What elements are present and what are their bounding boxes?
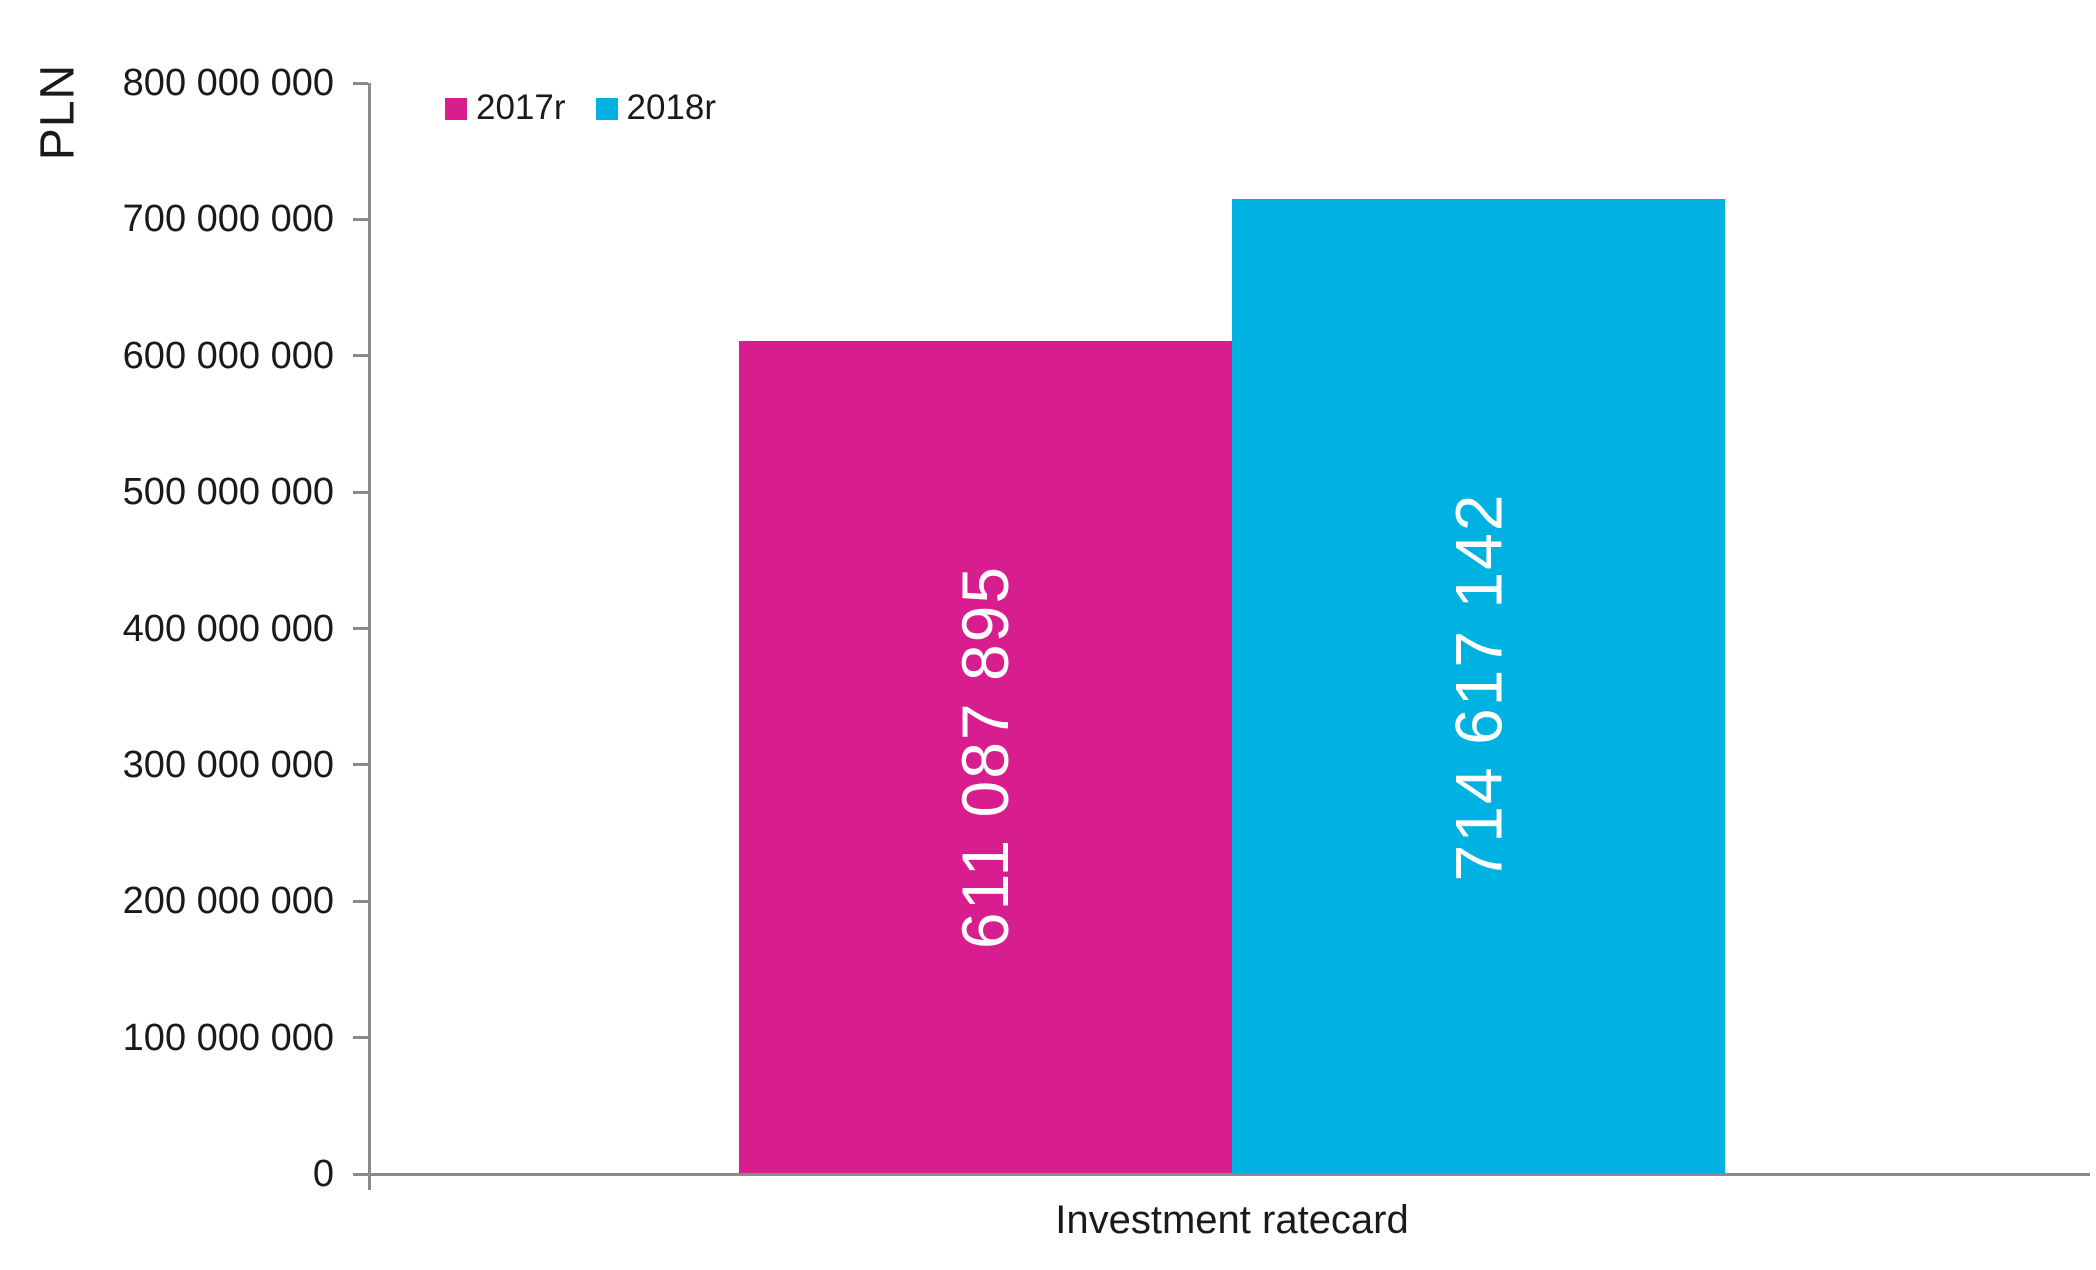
bar-2017r: 611 087 895: [739, 340, 1232, 1174]
y-tick-label: 0: [312, 1153, 334, 1195]
y-tick-label: 200 000 000: [122, 880, 334, 923]
y-tick-label: 300 000 000: [122, 743, 334, 786]
legend-swatch-2017r: [445, 97, 467, 120]
y-tick: [353, 627, 368, 630]
y-tick-label: 600 000 000: [122, 334, 334, 377]
y-axis-line: [368, 83, 371, 1190]
y-tick-label: 500 000 000: [122, 471, 334, 514]
y-tick: [353, 763, 368, 767]
y-tick: [353, 217, 368, 221]
y-tick: [353, 899, 368, 903]
legend-swatch-2018r: [595, 97, 618, 120]
x-axis-label: Investment ratecard: [1055, 1198, 1409, 1242]
y-tick: [353, 354, 368, 358]
legend-label-2018r: 2018r: [626, 88, 717, 127]
legend: 2017r 2018r: [445, 90, 716, 127]
y-tick: [353, 81, 368, 85]
y-tick-label: 100 000 000: [122, 1016, 334, 1059]
y-tick: [353, 1036, 368, 1040]
legend-item-2017r: 2017r: [445, 90, 566, 127]
bar-value-label-2017r: 611 087 895: [948, 565, 1023, 950]
y-tick: [353, 490, 368, 494]
x-axis-line: [353, 1173, 2090, 1176]
bar-value-label-2018r: 714 617 142: [1441, 492, 1516, 882]
y-tick-label: 800 000 000: [122, 62, 334, 104]
bar-2018r: 714 617 142: [1232, 199, 1725, 1174]
y-tick-label: 700 000 000: [122, 198, 334, 241]
legend-item-2018r: 2018r: [595, 88, 717, 127]
legend-label-2017r: 2017r: [476, 88, 566, 127]
y-tick-label: 400 000 000: [122, 607, 334, 650]
